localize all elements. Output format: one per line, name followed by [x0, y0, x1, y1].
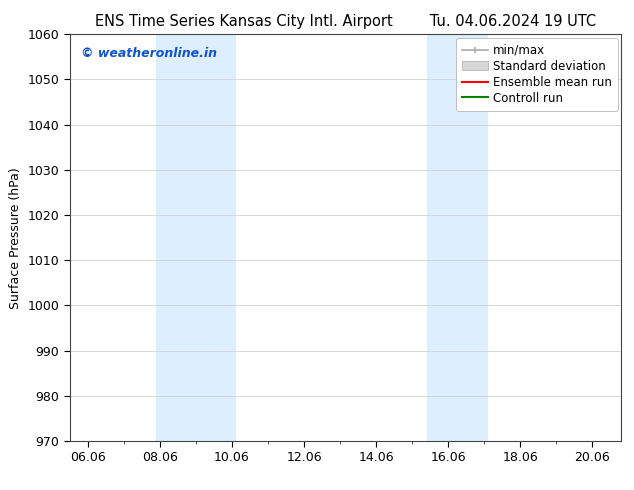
- Title: ENS Time Series Kansas City Intl. Airport        Tu. 04.06.2024 19 UTC: ENS Time Series Kansas City Intl. Airpor…: [95, 14, 596, 29]
- Bar: [427, 34, 488, 441]
- Y-axis label: Surface Pressure (hPa): Surface Pressure (hPa): [9, 167, 22, 309]
- Bar: [156, 34, 236, 441]
- Text: © weatheronline.in: © weatheronline.in: [81, 47, 217, 59]
- Legend: min/max, Standard deviation, Ensemble mean run, Controll run: min/max, Standard deviation, Ensemble me…: [456, 38, 618, 111]
